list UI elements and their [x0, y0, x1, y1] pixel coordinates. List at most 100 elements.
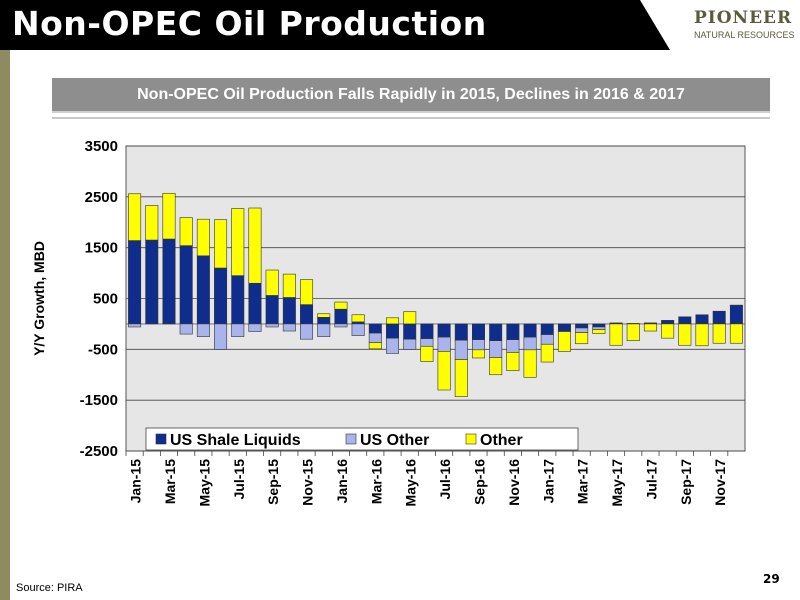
bar-segment [506, 323, 520, 340]
y-tick-label: -2500 [80, 443, 118, 460]
page-number: 29 [763, 572, 780, 586]
x-tick-label: Sep-17 [678, 459, 694, 505]
bar-segment [540, 343, 554, 363]
x-tick-label: Jul-16 [437, 459, 453, 500]
bar-segment [506, 339, 520, 353]
bar-segment [557, 331, 571, 352]
bar-segment [403, 338, 417, 350]
bar-segment [196, 323, 210, 337]
subtitle-divider [52, 117, 770, 119]
bar-segment [489, 323, 503, 341]
bar-segment [368, 323, 382, 334]
bar-segment [231, 275, 245, 325]
bar-segment [712, 323, 726, 344]
x-tick-label: Sep-15 [265, 459, 281, 505]
bar-segment [282, 297, 296, 325]
page-title: Non-OPEC Oil Production [12, 4, 487, 43]
legend-label: US Other [360, 432, 429, 449]
bar-segment [729, 304, 743, 325]
subtitle-banner: Non-OPEC Oil Production Falls Rapidly in… [52, 78, 770, 113]
bar-segment [471, 349, 485, 359]
bar-segment [420, 338, 434, 347]
x-tick-label: Mar-17 [575, 459, 591, 504]
x-tick-label: Jan-17 [540, 459, 556, 504]
bar-segment [437, 351, 451, 391]
bar-segment [403, 311, 417, 325]
bar-segment [437, 323, 451, 338]
bar-segment [214, 267, 228, 325]
logo-text-sub: NATURAL RESOURCES [694, 30, 795, 40]
bar-segment [214, 219, 228, 269]
bar-segment [145, 239, 159, 325]
bar-segment [575, 327, 589, 333]
bar-segment [162, 192, 176, 240]
x-tick-label: May-16 [403, 459, 419, 507]
bar-segment [351, 323, 365, 336]
y-axis-label: Y/Y Growth, MBD [31, 241, 47, 356]
legend-label: US Shale Liquids [170, 432, 301, 449]
legend-label: Other [480, 432, 523, 449]
bar-segment [420, 345, 434, 362]
bar-segment [592, 326, 606, 330]
bar-segment [626, 323, 640, 341]
x-tick-label: Mar-16 [368, 459, 384, 504]
bar-segment [231, 323, 245, 337]
bar-segment [454, 323, 468, 341]
bar-segment [248, 207, 262, 284]
legend-swatch [465, 433, 477, 445]
bar-segment [403, 323, 417, 340]
bar-segment [729, 323, 743, 344]
bar-segment [334, 323, 348, 328]
bar-segment [695, 314, 709, 325]
bar-segment [128, 240, 142, 325]
x-tick-label: Jan-16 [334, 459, 350, 504]
x-tick-label: Nov-17 [712, 459, 728, 506]
bar-segment [248, 323, 262, 332]
bar-segment [386, 337, 400, 354]
bar-segment [317, 317, 331, 325]
bar-segment [351, 321, 365, 325]
bar-segment [489, 357, 503, 376]
bar-segment [196, 218, 210, 257]
legend-box [145, 427, 579, 451]
bar-segment [282, 323, 296, 332]
bar-segment [454, 359, 468, 397]
subtitle-text: Non-OPEC Oil Production Falls Rapidly in… [137, 86, 685, 103]
logo-notch [640, 0, 670, 50]
bar-segment [523, 336, 537, 351]
bar-segment [300, 304, 314, 325]
bar-segment [317, 313, 331, 318]
x-tick-label: Mar-15 [162, 459, 178, 504]
bar-segment [368, 332, 382, 344]
bar-segment [540, 323, 554, 335]
bar-segment [231, 208, 245, 276]
header-bar: Non-OPEC Oil Production PIONEER NATURAL … [0, 0, 800, 50]
bar-segment [575, 323, 589, 329]
bar-segment [317, 323, 331, 337]
bar-segment [661, 320, 675, 325]
bar-segment [300, 279, 314, 305]
bar-segment [196, 255, 210, 325]
bar-segment [678, 316, 692, 325]
left-accent-strip [0, 0, 10, 600]
bar-segment [265, 295, 279, 325]
bar-segment [523, 349, 537, 378]
x-tick-label: Jan-15 [128, 459, 144, 504]
x-tick-label: Nov-15 [300, 459, 316, 506]
x-tick-label: Nov-16 [506, 459, 522, 506]
x-tick-label: Sep-16 [471, 459, 487, 505]
bar-segment [489, 340, 503, 358]
x-tick-label: Jul-15 [231, 459, 247, 500]
bar-segment [386, 323, 400, 339]
logo-text-main: PIONEER [694, 8, 793, 28]
y-tick-label: 500 [93, 291, 118, 308]
x-tick-label: May-15 [196, 459, 212, 507]
bar-segment [179, 245, 193, 325]
bar-segment [437, 336, 451, 352]
bar-segment [351, 314, 365, 323]
bar-segment [162, 238, 176, 325]
company-logo: PIONEER NATURAL RESOURCES [640, 0, 800, 50]
bar-segment [334, 301, 348, 310]
bar-segment [575, 332, 589, 345]
bar-segment [643, 323, 657, 332]
